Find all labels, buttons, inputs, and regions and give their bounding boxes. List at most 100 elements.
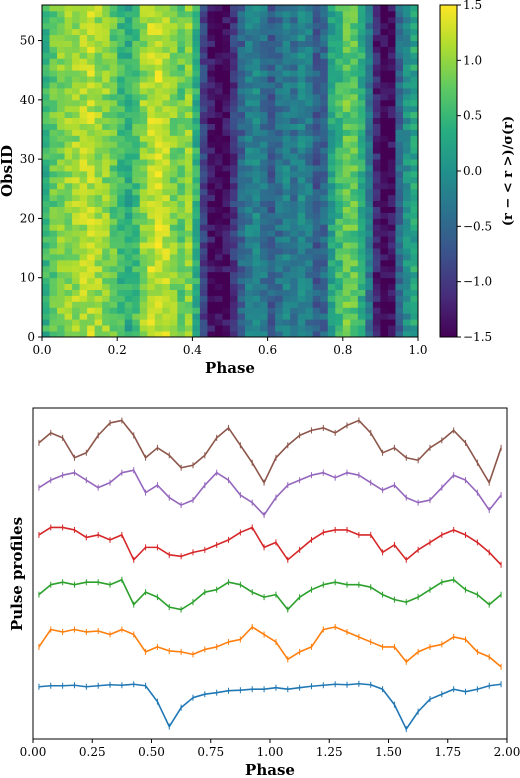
heatmap-cell — [357, 99, 366, 107]
heatmap-cell — [79, 117, 88, 124]
heatmap-cell — [372, 176, 381, 184]
heatmap-cell — [132, 70, 141, 77]
heatmap-cell — [147, 76, 156, 83]
heatmap-cell — [49, 153, 58, 160]
heatmap-cell — [192, 93, 201, 101]
heatmap-cell — [297, 165, 306, 172]
heatmap-cell — [387, 22, 396, 30]
heatmap-cell — [109, 52, 118, 59]
heatmap-cell — [87, 82, 96, 89]
heatmap-cell — [357, 176, 366, 184]
heatmap-cell — [124, 52, 133, 59]
heatmap-cell — [42, 230, 50, 237]
heatmap-cell — [327, 153, 336, 160]
heatmap-cell — [327, 248, 336, 255]
heatmap-cell — [87, 99, 96, 107]
heatmap-cell — [57, 141, 65, 148]
heatmap-cell — [297, 295, 306, 302]
heatmap-cell — [305, 40, 314, 47]
heatmap-cell — [327, 200, 336, 207]
heatmap-cell — [395, 236, 404, 243]
heatmap-cell — [124, 147, 133, 154]
heatmap-cell — [64, 34, 73, 41]
heatmap-cell — [49, 313, 58, 320]
heatmap-cell — [320, 153, 329, 160]
heatmap-cell — [350, 265, 359, 273]
heatmap-cell — [350, 307, 359, 314]
heatmap-cell — [402, 206, 411, 213]
heatmap-cell — [410, 230, 419, 237]
heatmap-cell — [49, 248, 58, 255]
heatmap-cell — [147, 277, 156, 285]
heatmap-cell — [402, 218, 411, 225]
heatmap-cell — [72, 230, 80, 237]
heatmap-cell — [109, 10, 118, 18]
heatmap-cell — [64, 176, 73, 184]
heatmap-cell — [139, 28, 148, 36]
heatmap-cell — [109, 111, 118, 119]
heatmap-cell — [94, 52, 103, 59]
heatmap-cell — [237, 200, 246, 207]
heatmap-cell — [290, 176, 299, 184]
heatmap-cell — [410, 218, 419, 225]
heatmap-cell — [297, 325, 306, 332]
heatmap-cell — [357, 165, 366, 172]
heatmap-cell — [109, 182, 118, 190]
heatmap-cell — [102, 159, 111, 166]
heatmap-cell — [372, 224, 381, 231]
heatmap-cell — [199, 70, 208, 77]
heatmap-cell — [154, 99, 163, 107]
heatmap-cell — [252, 176, 261, 184]
heatmap-cell — [49, 105, 58, 113]
heatmap-cell — [365, 5, 374, 12]
heatmap-cell — [102, 307, 111, 314]
heatmap-cell — [380, 236, 389, 243]
heatmap-cell — [147, 105, 156, 113]
heatmap-cell — [222, 10, 231, 18]
heatmap-cell — [214, 289, 223, 296]
heatmap-cell — [350, 319, 359, 326]
heatmap-cell — [395, 52, 404, 59]
heatmap-cell — [42, 165, 50, 172]
heatmap-cell — [222, 76, 231, 83]
heatmap-cell — [72, 295, 80, 302]
heatmap-cell — [72, 141, 80, 148]
heatmap-cell — [214, 93, 223, 101]
heatmap-cell — [267, 99, 276, 107]
heatmap-cell — [237, 141, 246, 148]
heatmap-cell — [102, 200, 111, 207]
heatmap-cell — [380, 135, 389, 142]
heatmap-cell — [177, 16, 186, 24]
heatmap-cell — [320, 93, 329, 101]
heatmap-cell — [199, 123, 208, 130]
heatmap-cell — [252, 135, 261, 142]
heatmap-cell — [94, 182, 103, 190]
heatmap-cell — [320, 277, 329, 285]
heatmap-cell — [230, 159, 238, 166]
heatmap-cell — [410, 188, 419, 196]
heatmap-cell — [222, 176, 231, 184]
heatmap-cell — [387, 5, 396, 12]
heatmap-cell — [184, 188, 193, 196]
heatmap-cell — [49, 76, 58, 83]
heatmap-cell — [297, 277, 306, 285]
heatmap-cell — [320, 271, 329, 279]
heatmap-cell — [94, 331, 103, 338]
heatmap-cell — [139, 200, 148, 207]
heatmap-cell — [42, 224, 50, 231]
heatmap-cell — [184, 331, 193, 338]
heatmap-cell — [327, 194, 336, 202]
heatmap-cell — [222, 111, 231, 119]
heatmap-cell — [357, 123, 366, 130]
heatmap-cell — [154, 10, 163, 18]
heatmap-cell — [109, 188, 118, 196]
heatmap-cell — [327, 259, 336, 267]
heatmap-cell — [402, 46, 411, 53]
heatmap-cell — [267, 52, 276, 59]
heatmap-cell — [245, 117, 253, 124]
heatmap-cell — [64, 58, 73, 65]
heatmap-cell — [94, 313, 103, 320]
heatmap-cell — [237, 34, 246, 41]
heatmap-cell — [275, 289, 284, 296]
heatmap-cell — [49, 123, 58, 130]
